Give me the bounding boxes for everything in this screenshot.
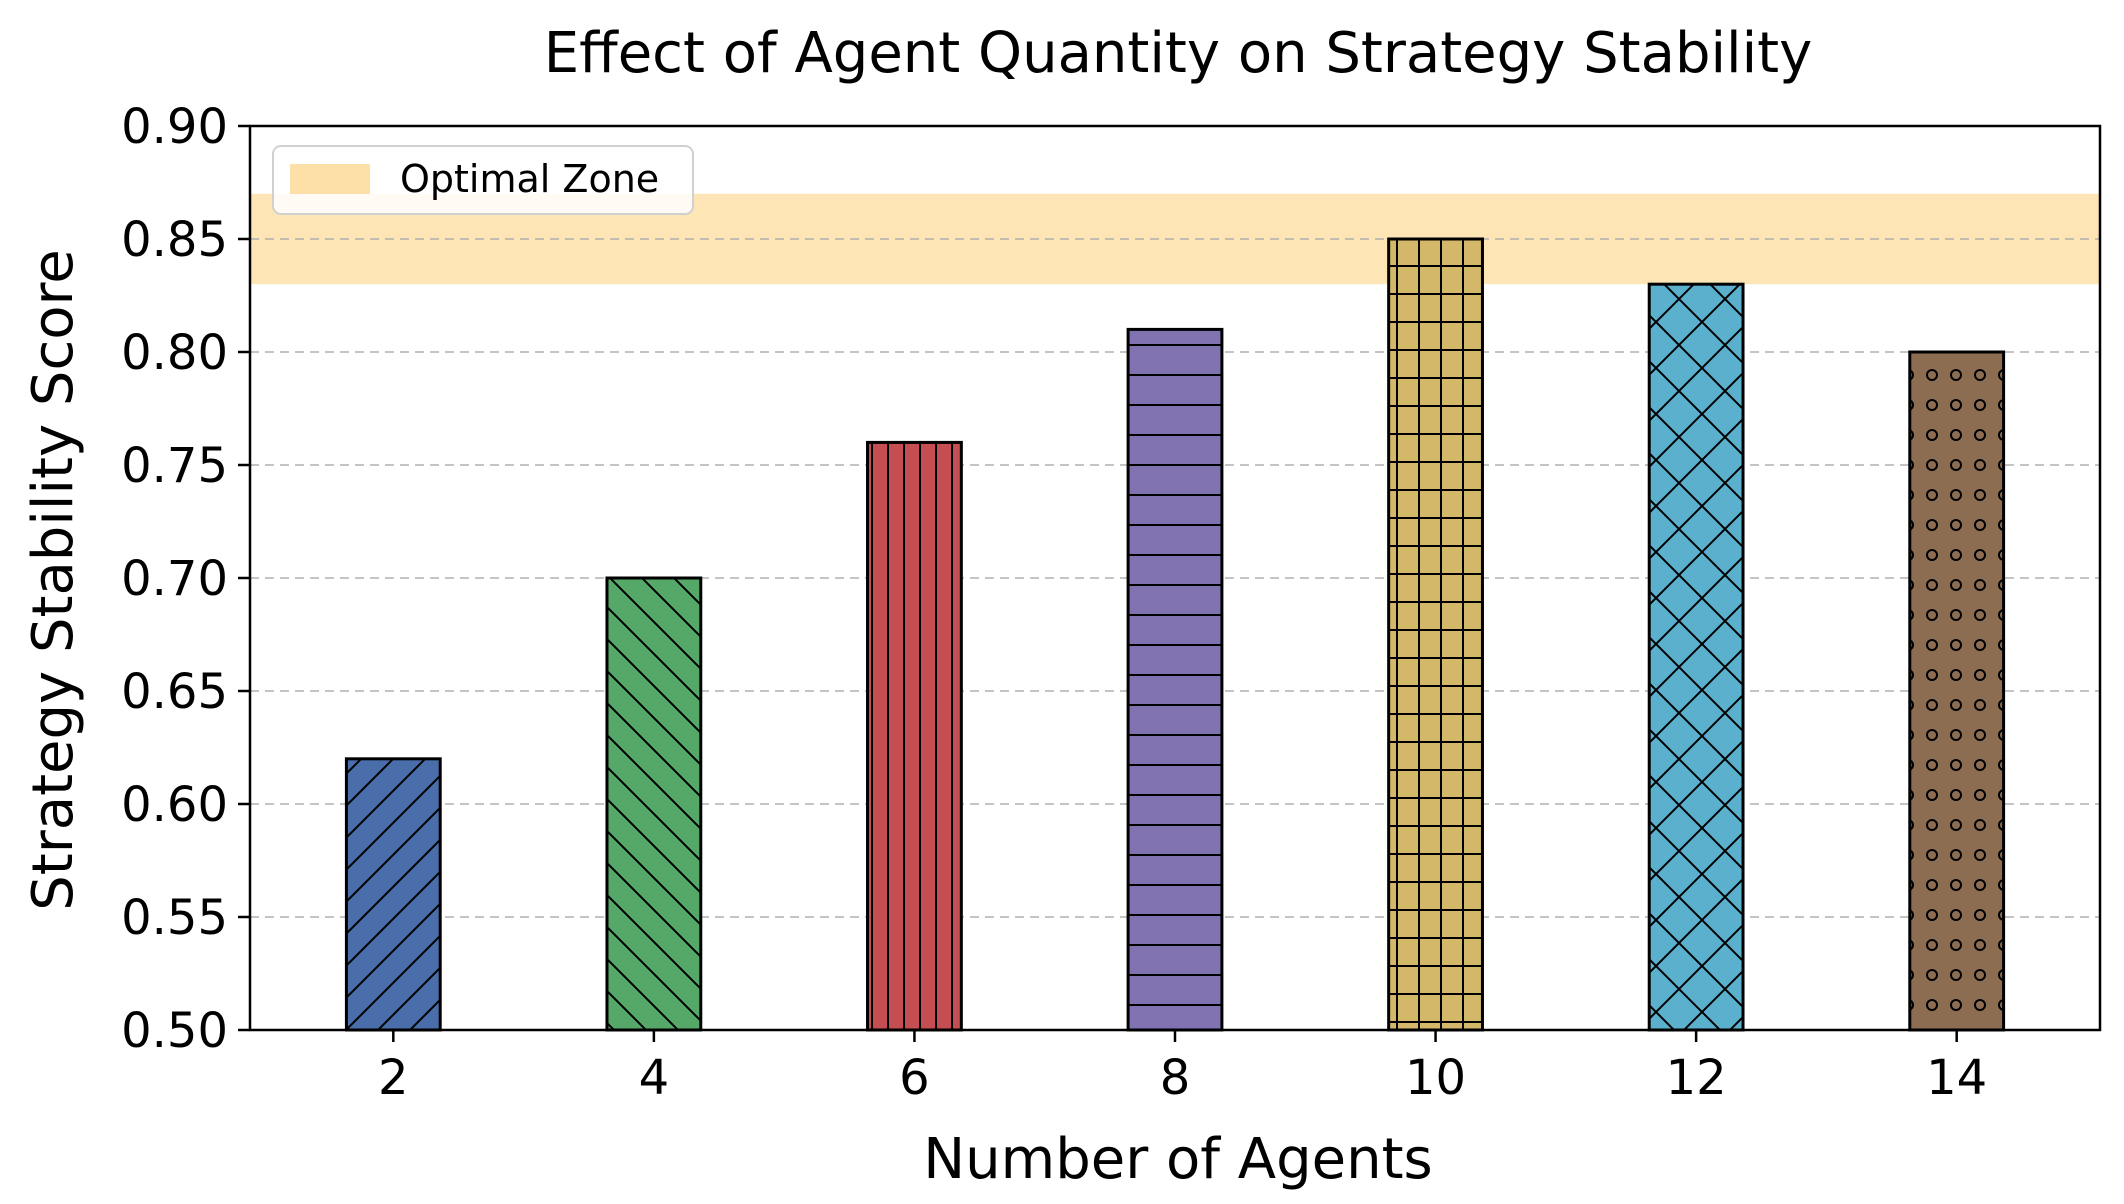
bar-2	[344, 757, 442, 1032]
bar-4	[605, 576, 703, 1032]
y-tick-label: 0.75	[121, 438, 228, 494]
y-tick-label: 0.55	[121, 890, 228, 946]
bar-6	[866, 440, 963, 1032]
bars	[344, 237, 2006, 1032]
x-tick-label: 12	[1666, 1050, 1727, 1106]
legend-box	[272, 145, 694, 215]
y-tick-label: 0.50	[121, 1003, 228, 1059]
bar-hatch	[1908, 350, 2006, 1032]
x-tick-label: 14	[1926, 1050, 1987, 1106]
bar-hatch	[1126, 327, 1224, 1032]
bar-hatch	[866, 440, 963, 1032]
bar-hatch	[1647, 282, 1745, 1032]
y-tick-label: 0.60	[121, 777, 228, 833]
x-axis-label: Number of Agents	[923, 1127, 1432, 1192]
y-tick-label: 0.90	[121, 99, 228, 155]
chart-title: Effect of Agent Quantity on Strategy Sta…	[544, 21, 1813, 86]
bar-8	[1126, 327, 1224, 1032]
y-tick-label: 0.80	[121, 325, 228, 381]
x-tick-label: 10	[1405, 1050, 1466, 1106]
legend-swatch	[290, 164, 370, 194]
x-tick-label: 8	[1160, 1050, 1191, 1106]
bar-10	[1387, 237, 1484, 1032]
x-tick-label: 6	[899, 1050, 930, 1106]
bar-hatch	[1387, 237, 1484, 1032]
y-tick-label: 0.65	[121, 664, 228, 720]
legend-entry-optimal-zone: Optimal Zone	[400, 157, 659, 201]
bar-hatch	[605, 576, 703, 1032]
y-tick-label: 0.85	[121, 212, 228, 268]
legend: Optimal Zone	[272, 145, 694, 215]
bar-12	[1647, 282, 1745, 1032]
x-axis: 2 4 6 8 10 12 14	[378, 1030, 1987, 1106]
bar-14	[1908, 350, 2006, 1032]
y-axis: 0.50 0.55 0.60 0.65 0.70 0.75 0.80 0.85 0.90	[121, 99, 250, 1059]
bar-hatch	[344, 757, 442, 1032]
x-tick-label: 2	[378, 1050, 409, 1106]
y-tick-label: 0.70	[121, 551, 228, 607]
y-axis-label: Strategy Stability Score	[21, 249, 86, 911]
x-tick-label: 4	[639, 1050, 670, 1106]
